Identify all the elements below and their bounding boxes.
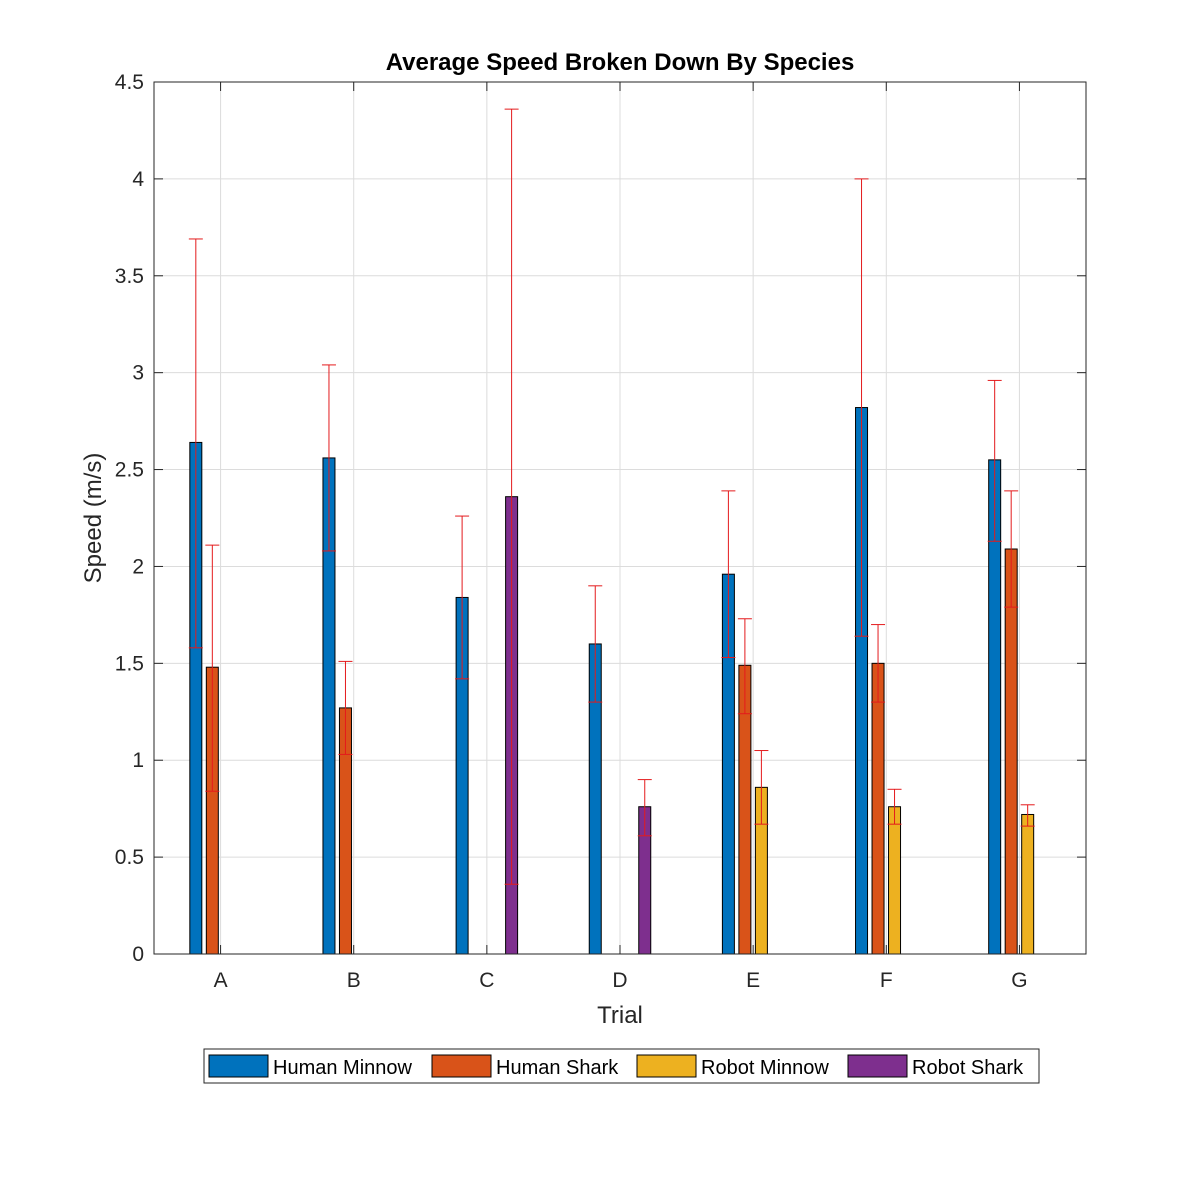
legend: Human Minnow Human Shark Robot Minnow Robot… — [203, 1048, 1040, 1084]
error-bars — [188, 108, 1035, 885]
x-tick-label: B — [347, 969, 361, 992]
legend-swatch — [208, 1054, 269, 1078]
x-tick-label: G — [1011, 969, 1027, 992]
x-axis-label: Trial — [597, 1002, 643, 1029]
legend-swatch — [431, 1054, 492, 1078]
y-tick-label: 3.5 — [115, 265, 144, 288]
grid — [154, 82, 1086, 954]
y-tick-label: 2 — [132, 555, 144, 578]
bar — [888, 806, 902, 955]
y-tick-label: 0 — [132, 943, 144, 966]
y-tick-label: 0.5 — [115, 846, 144, 869]
y-axis-label: Speed (m/s) — [80, 453, 107, 584]
x-tick-label: A — [214, 969, 228, 992]
y-tick-label: 3 — [132, 362, 144, 385]
x-tick-label: E — [746, 969, 760, 992]
bar — [871, 662, 885, 955]
legend-swatch — [847, 1054, 908, 1078]
chart-title: Average Speed Broken Down By Species — [386, 49, 855, 76]
legend-label: Robot Minnow — [701, 1057, 829, 1079]
y-tick-label: 1.5 — [115, 652, 144, 675]
legend-label: Human Shark — [496, 1057, 619, 1079]
y-tick-label: 4 — [132, 168, 144, 191]
bar — [1021, 813, 1035, 955]
x-tick-label: C — [479, 969, 494, 992]
legend-label: Human Minnow — [273, 1057, 413, 1079]
legend-label: Robot Shark — [912, 1057, 1024, 1079]
legend-swatch — [636, 1054, 697, 1078]
y-tick-label: 4.5 — [115, 71, 144, 94]
y-tick-label: 2.5 — [115, 459, 144, 482]
x-tick-label: D — [612, 969, 627, 992]
axis-ticks: 0 0.5 1 1.5 2 2.5 3 3.5 4 4.5 A B C D E F G — [115, 71, 1086, 992]
bar — [1004, 548, 1018, 955]
y-tick-label: 1 — [132, 749, 144, 772]
x-tick-label: F — [880, 969, 893, 992]
